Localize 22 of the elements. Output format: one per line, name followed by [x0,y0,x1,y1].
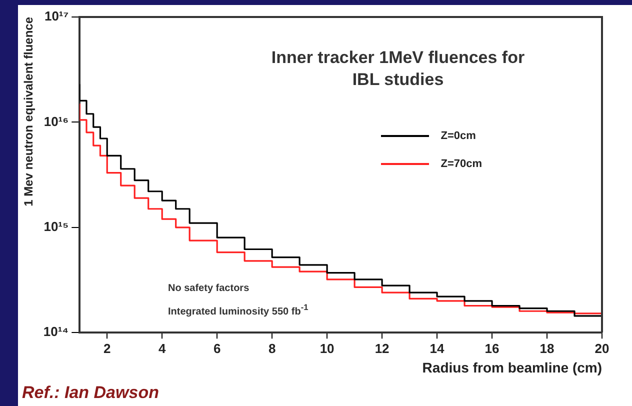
x-axis-title: Radius from beamline (cm) [422,359,602,376]
legend-label: Z=0cm [440,130,476,142]
x-tick-label: 2 [103,340,111,356]
legend-label: Z=70cm [440,158,482,170]
x-tick-label: 10 [320,340,334,356]
y-tick-label: 10¹⁵ [44,218,69,234]
y-tick-label: 10¹⁴ [43,324,69,340]
x-tick-label: 6 [213,340,221,356]
y-tick-label: 10¹⁶ [44,114,69,129]
x-tick-label: 14 [430,340,446,356]
x-tick-label: 18 [540,340,554,356]
x-tick-label: 4 [158,340,166,356]
x-tick-label: 12 [374,340,390,356]
x-tick-label: 20 [594,340,610,356]
title: Inner tracker 1MeV fluences for IBL studies [270,47,526,91]
x-tick-label: 8 [268,340,276,356]
annotation: Integrated luminosity 550 fb$^{-1}$ [168,302,308,318]
text: Ref.: Ian Dawson [22,383,159,403]
x-tick-label: 16 [484,340,500,356]
y-tick-label: 10¹⁷ [44,8,69,24]
annotation: No safety factors [168,283,250,294]
y-axis-title: 1 Mev neutron equivalent fluence [22,16,36,206]
